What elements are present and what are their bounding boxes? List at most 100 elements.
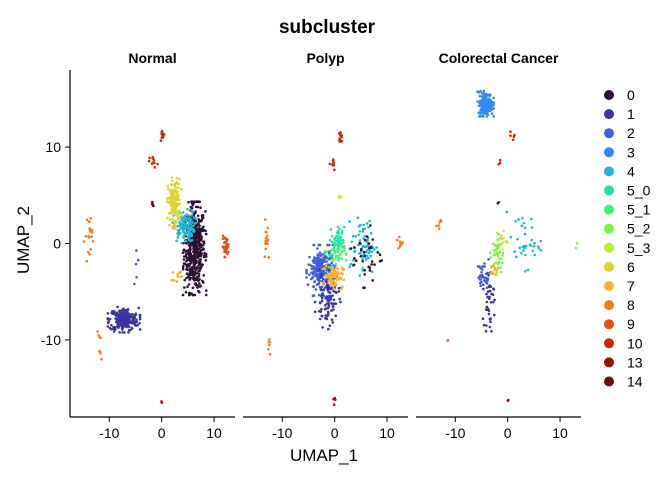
data-point xyxy=(312,243,315,247)
legend-item: 0 xyxy=(604,87,635,103)
data-point xyxy=(116,305,119,309)
data-point xyxy=(159,139,163,142)
data-point xyxy=(317,253,320,256)
data-point xyxy=(316,247,319,250)
data-point xyxy=(313,256,316,259)
data-point xyxy=(188,250,192,254)
legend-item: 5_3 xyxy=(604,240,651,256)
data-point xyxy=(187,220,191,224)
data-point xyxy=(193,263,197,266)
data-point xyxy=(539,239,543,243)
data-point xyxy=(179,231,182,235)
data-point xyxy=(170,209,173,212)
data-point xyxy=(204,210,207,213)
facet-panel: Normal -10 0 10 xyxy=(70,50,235,441)
legend-item: 5_0 xyxy=(604,183,651,199)
data-point xyxy=(334,235,338,238)
data-point xyxy=(494,250,497,253)
data-point xyxy=(338,241,342,244)
data-point xyxy=(98,336,101,339)
x-tick-label: -10 xyxy=(272,425,292,441)
data-point xyxy=(328,162,332,166)
data-point xyxy=(223,237,227,240)
data-point xyxy=(198,224,201,227)
data-point xyxy=(190,239,194,242)
data-point xyxy=(539,248,543,252)
data-point xyxy=(130,320,134,324)
data-point xyxy=(317,243,321,247)
data-point xyxy=(131,318,134,321)
data-point xyxy=(125,317,129,320)
data-point xyxy=(167,212,171,215)
data-point xyxy=(321,283,325,287)
data-point xyxy=(492,96,496,100)
data-point xyxy=(174,195,177,199)
data-point xyxy=(325,283,329,287)
data-point xyxy=(515,255,518,259)
data-point xyxy=(327,312,330,315)
data-point xyxy=(488,99,492,102)
data-point xyxy=(343,244,346,248)
data-point xyxy=(363,269,367,272)
data-point xyxy=(170,179,174,183)
data-point xyxy=(188,276,192,280)
data-point xyxy=(175,239,178,242)
data-point xyxy=(312,261,316,265)
data-point xyxy=(350,240,354,244)
data-point xyxy=(185,264,189,268)
data-point xyxy=(498,250,502,254)
data-point xyxy=(337,229,340,233)
data-point xyxy=(188,231,192,235)
data-point xyxy=(193,271,197,275)
data-point xyxy=(320,307,323,311)
data-point xyxy=(497,163,501,166)
data-point xyxy=(488,289,492,293)
data-point xyxy=(481,273,484,277)
legend-label: 13 xyxy=(627,354,643,370)
data-point xyxy=(348,220,351,223)
data-point xyxy=(336,277,339,281)
data-point xyxy=(368,219,371,223)
data-point xyxy=(334,302,338,306)
data-point xyxy=(370,263,373,266)
data-point xyxy=(361,230,365,233)
legend-label: 10 xyxy=(627,335,643,351)
legend-swatch xyxy=(604,242,614,253)
data-point xyxy=(361,260,365,263)
data-point xyxy=(492,300,495,304)
data-point xyxy=(121,325,124,329)
data-point xyxy=(194,217,197,220)
data-point xyxy=(198,231,202,234)
data-point xyxy=(340,287,343,291)
legend-swatch xyxy=(604,223,614,234)
data-point xyxy=(328,243,331,247)
data-point xyxy=(197,218,200,221)
data-point xyxy=(190,254,193,258)
data-point xyxy=(497,243,501,246)
data-point xyxy=(396,238,399,242)
data-point xyxy=(197,240,201,244)
data-point xyxy=(184,290,188,294)
data-point xyxy=(189,243,193,247)
data-point xyxy=(327,263,330,266)
data-point xyxy=(361,246,364,249)
data-point xyxy=(264,237,268,240)
legend-item: 1 xyxy=(604,106,635,122)
data-point xyxy=(204,232,208,236)
data-point xyxy=(309,264,313,267)
data-point xyxy=(179,275,182,279)
data-point xyxy=(223,241,226,244)
data-point xyxy=(312,270,316,273)
legend-swatch xyxy=(604,261,614,272)
data-point xyxy=(312,258,316,261)
data-point xyxy=(113,327,117,331)
data-point xyxy=(194,225,197,228)
legend-item: 8 xyxy=(604,297,635,313)
legend-label: 5_0 xyxy=(627,183,651,199)
data-point xyxy=(319,288,323,291)
data-point xyxy=(122,312,126,315)
data-point xyxy=(368,249,372,253)
legend-item: 5_2 xyxy=(604,221,651,237)
data-point xyxy=(175,198,179,202)
data-point xyxy=(327,266,331,269)
